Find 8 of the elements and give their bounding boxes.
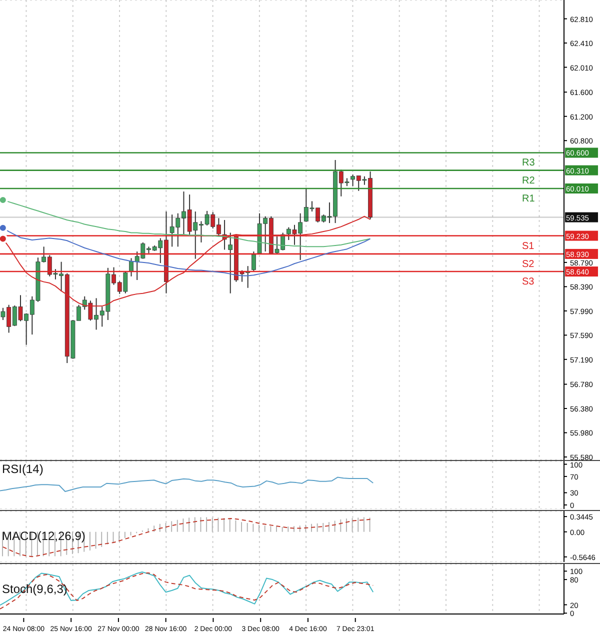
ref-line-label: R1 xyxy=(522,193,536,204)
ref-line-label: S1 xyxy=(522,240,535,252)
ref-line-label: R3 xyxy=(522,158,536,169)
chart-title: RSI(14) xyxy=(2,462,44,476)
ref-line-label: S3 xyxy=(522,276,535,288)
text: MACD(12,26,9) xyxy=(2,529,86,543)
ref-line-label: R2 xyxy=(522,175,536,186)
ref-line-label: S2 xyxy=(522,258,535,270)
